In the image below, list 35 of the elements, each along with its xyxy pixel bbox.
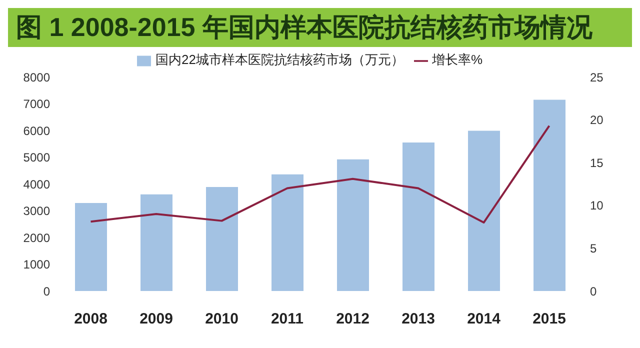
bar bbox=[337, 159, 369, 291]
y-tick-label: 2000 bbox=[23, 230, 50, 245]
x-tick-label: 2011 bbox=[270, 310, 304, 328]
y2-tick-label: 5 bbox=[590, 241, 597, 256]
y-tick-label: 5000 bbox=[23, 150, 50, 165]
y2-tick-label: 20 bbox=[590, 113, 604, 128]
y-tick-label: 1000 bbox=[23, 258, 50, 272]
legend-label: 增长率% bbox=[432, 52, 483, 67]
line-series bbox=[90, 124, 550, 224]
y-tick-label: 7000 bbox=[23, 97, 50, 112]
x-tick-label: 2013 bbox=[402, 310, 435, 328]
y-tick-label: 8000 bbox=[23, 70, 50, 84]
bar bbox=[272, 174, 304, 291]
y2-tick-label: 25 bbox=[590, 70, 604, 84]
x-tick-label: 2008 bbox=[74, 310, 108, 328]
y2-tick-label: 15 bbox=[590, 156, 604, 170]
y2-tick-label: 10 bbox=[590, 198, 604, 213]
x-tick-label: 2009 bbox=[140, 310, 173, 328]
bar bbox=[206, 186, 238, 291]
y-tick-label: 3000 bbox=[23, 204, 50, 218]
chart-title: 图 1 2008-2015 年国内样本医院抗结核药市场情况 bbox=[8, 8, 632, 47]
legend-label: 国内22城市样本医院抗结核药市场（万元） bbox=[155, 52, 404, 67]
x-tick-label: 2014 bbox=[467, 310, 502, 328]
y2-tick-label: 0 bbox=[590, 284, 597, 298]
bar bbox=[468, 130, 500, 291]
y-tick-label: 0 bbox=[43, 284, 50, 298]
x-tick-label: 2015 bbox=[532, 310, 566, 328]
y-tick-label: 6000 bbox=[23, 124, 50, 138]
bar bbox=[75, 202, 107, 291]
x-tick-label: 2012 bbox=[336, 310, 370, 328]
bar bbox=[402, 142, 434, 291]
x-tick-label: 2010 bbox=[205, 310, 238, 328]
y-tick-label: 4000 bbox=[23, 177, 50, 192]
bar bbox=[140, 194, 172, 291]
bar bbox=[534, 100, 566, 291]
